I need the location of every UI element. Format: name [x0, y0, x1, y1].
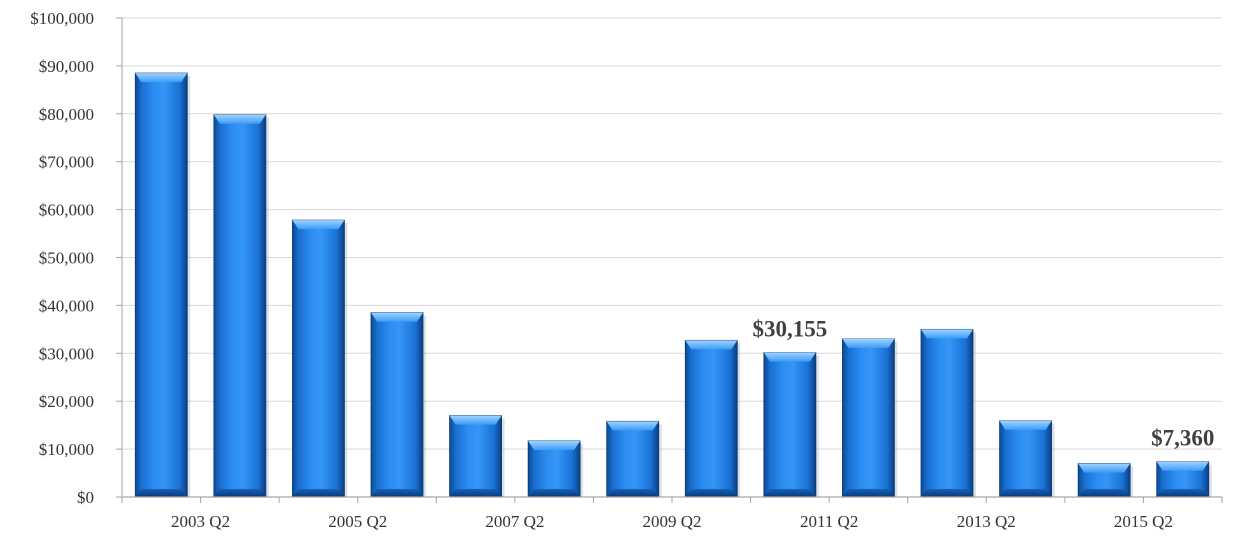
- x-tick-label: 2007 Q2: [485, 512, 544, 531]
- y-tick-label: $0: [77, 488, 94, 507]
- data-label: $7,360: [1151, 426, 1214, 451]
- bar-body: [449, 415, 502, 498]
- bar-bevel-bottom: [763, 489, 816, 497]
- bar: [842, 338, 898, 498]
- bar-bevel-top: [842, 338, 895, 348]
- x-tick-label: 2015 Q2: [1114, 512, 1173, 531]
- bar-bevel-bottom: [606, 489, 659, 497]
- bar-bevel-bottom: [1156, 489, 1209, 497]
- x-tick-label: 2009 Q2: [642, 512, 701, 531]
- bar-bevel-bottom: [842, 489, 895, 497]
- bar-body: [684, 339, 738, 498]
- bar-bevel-top: [921, 329, 973, 339]
- bar: [606, 420, 662, 498]
- bar-body: [842, 338, 895, 498]
- bar-bevel-bottom: [1078, 489, 1131, 497]
- bar-bevel-bottom: [449, 489, 502, 497]
- bar-bevel-top: [1078, 463, 1131, 473]
- bar: [684, 339, 741, 498]
- y-tick-label: $60,000: [39, 201, 94, 220]
- bar-body: [370, 312, 424, 498]
- x-tick-label: 2005 Q2: [328, 512, 387, 531]
- bar-bevel-top: [1156, 461, 1209, 471]
- bar-bevel-bottom: [135, 489, 188, 497]
- data-label: $30,155: [752, 317, 827, 342]
- bar-bevel-bottom: [999, 489, 1052, 497]
- x-tick-label: 2011 Q2: [800, 512, 858, 531]
- bar: [370, 312, 426, 498]
- bar-body: [763, 352, 817, 498]
- y-axis-tick-labels: $0 $10,000 $20,000 $30,000 $40,000 $50,000 $60…: [30, 9, 94, 507]
- x-tick-label: 2013 Q2: [957, 512, 1016, 531]
- bar-body: [213, 114, 267, 498]
- bar-bevel-top: [606, 421, 659, 431]
- bar: [527, 440, 584, 498]
- bar-body: [134, 72, 188, 498]
- bar: [134, 72, 191, 498]
- y-tick-label: $30,000: [39, 344, 94, 363]
- bar-bevel-top: [449, 415, 502, 425]
- y-tick-label: $20,000: [39, 392, 94, 411]
- y-tick-label: $50,000: [39, 249, 94, 268]
- bars: [134, 72, 1212, 498]
- y-tick-label: $70,000: [39, 153, 94, 172]
- bar-bevel-bottom: [528, 489, 581, 497]
- bar: [449, 415, 505, 498]
- bar-bevel-bottom: [213, 489, 266, 497]
- y-tick-label: $90,000: [39, 57, 94, 76]
- bar-bevel-bottom: [292, 489, 345, 497]
- bar-bevel-top: [528, 440, 581, 450]
- bar-bevel-bottom: [371, 489, 423, 497]
- y-tick-label: $100,000: [30, 9, 94, 28]
- bar-body: [920, 328, 974, 498]
- bar-body: [292, 219, 345, 498]
- bar: [292, 219, 348, 498]
- bar-body: [999, 420, 1052, 498]
- y-tick-label: $80,000: [39, 105, 94, 124]
- x-tick-label: 2003 Q2: [171, 512, 230, 531]
- bar: [920, 328, 976, 498]
- bar-body: [527, 440, 581, 498]
- y-tick-label: $10,000: [39, 440, 94, 459]
- bar: [763, 352, 819, 498]
- bar-bevel-top: [999, 420, 1052, 430]
- bar: [1077, 463, 1134, 498]
- bar-bevel-top: [763, 352, 816, 362]
- bar: [213, 114, 269, 498]
- bar: [1156, 461, 1212, 498]
- bar-bevel-bottom: [685, 489, 738, 497]
- data-labels: $30,155 $7,360: [752, 317, 1214, 451]
- bar-bevel-top: [135, 73, 188, 83]
- y-tick-label: $40,000: [39, 296, 94, 315]
- bar: [999, 420, 1055, 498]
- bar-bevel-top: [685, 340, 738, 350]
- bar-bevel-top: [292, 220, 345, 230]
- bar-bevel-top: [213, 114, 266, 124]
- bar-bevel-top: [371, 312, 423, 322]
- bar-body: [606, 420, 660, 498]
- bar-bevel-bottom: [921, 489, 973, 497]
- gridlines: [116, 17, 1222, 498]
- x-axis-tick-labels: 2003 Q2 2005 Q2 2007 Q2 2009 Q2 2011 Q2 2013 …: [121, 497, 1223, 531]
